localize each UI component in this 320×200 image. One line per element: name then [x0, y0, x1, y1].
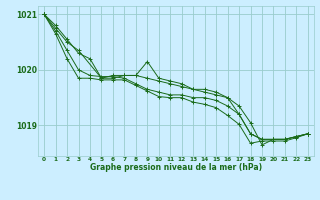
X-axis label: Graphe pression niveau de la mer (hPa): Graphe pression niveau de la mer (hPa) — [90, 163, 262, 172]
